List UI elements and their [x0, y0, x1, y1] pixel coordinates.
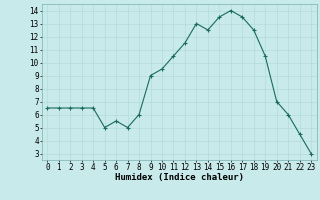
X-axis label: Humidex (Indice chaleur): Humidex (Indice chaleur)	[115, 173, 244, 182]
